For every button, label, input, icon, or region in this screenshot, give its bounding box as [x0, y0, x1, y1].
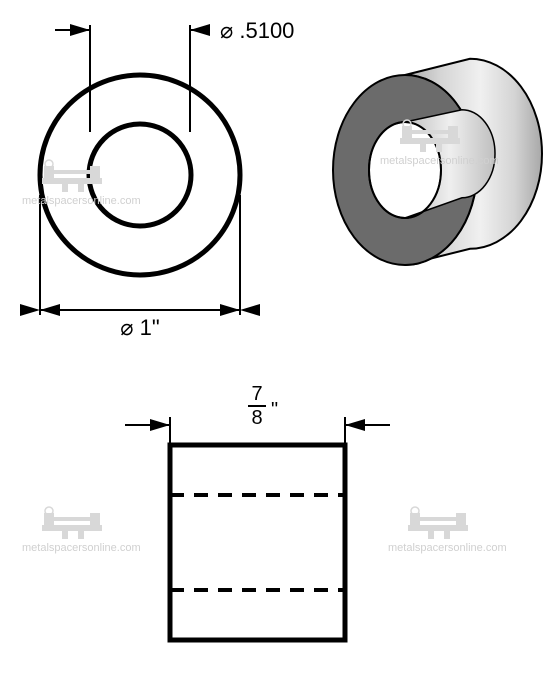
svg-text:7: 7 [251, 383, 262, 405]
inner-dia-label: ⌀ .5100 [220, 18, 294, 43]
outer-dia-label: ⌀ 1" [120, 315, 159, 340]
svg-text:": " [271, 399, 278, 421]
width-dim-label: 78 " [248, 383, 278, 429]
svg-text:8: 8 [251, 407, 262, 429]
technical-drawing: ⌀ .5100 ⌀ 1" 78 " [0, 0, 559, 700]
side-rect [170, 445, 345, 640]
top-outer-circle [40, 75, 240, 275]
top-inner-circle [89, 124, 191, 226]
